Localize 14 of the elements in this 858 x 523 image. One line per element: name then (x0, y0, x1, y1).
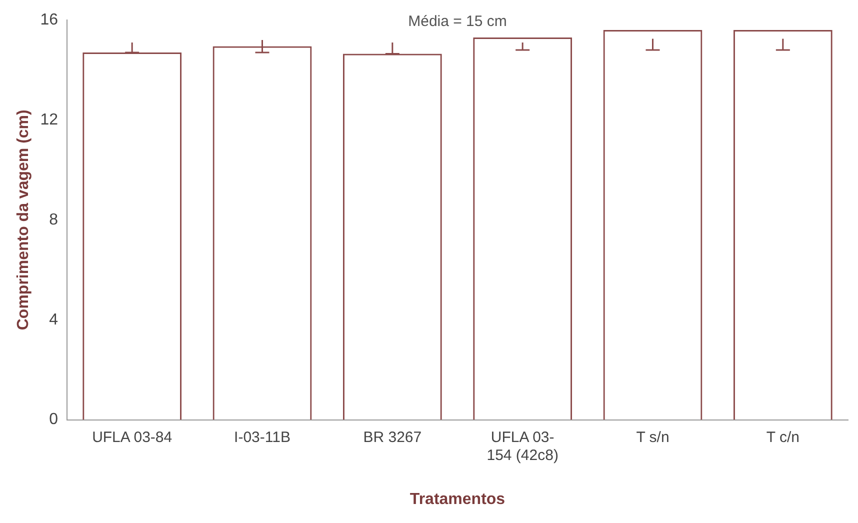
y-tick-label: 8 (49, 211, 58, 228)
y-tick-label: 16 (40, 11, 58, 28)
y-axis-title: Comprimento da vagem (cm) (15, 110, 32, 330)
x-tick-label: UFLA 03-154 (42c8) (486, 428, 558, 464)
x-tick-label: BR 3267 (363, 428, 422, 446)
x-tick-label: UFLA 03-84 (92, 428, 172, 446)
x-axis-title: Tratamentos (410, 490, 506, 508)
x-tick-label: T c/n (766, 428, 800, 446)
x-tick-label: T s/n (636, 428, 670, 446)
y-tick-label: 4 (49, 311, 58, 328)
y-tick-label: 0 (49, 411, 58, 428)
annotation: Média = 15 cm (408, 13, 507, 30)
x-tick-label: I-03-11B (234, 428, 290, 446)
y-tick-label: 12 (40, 111, 58, 128)
